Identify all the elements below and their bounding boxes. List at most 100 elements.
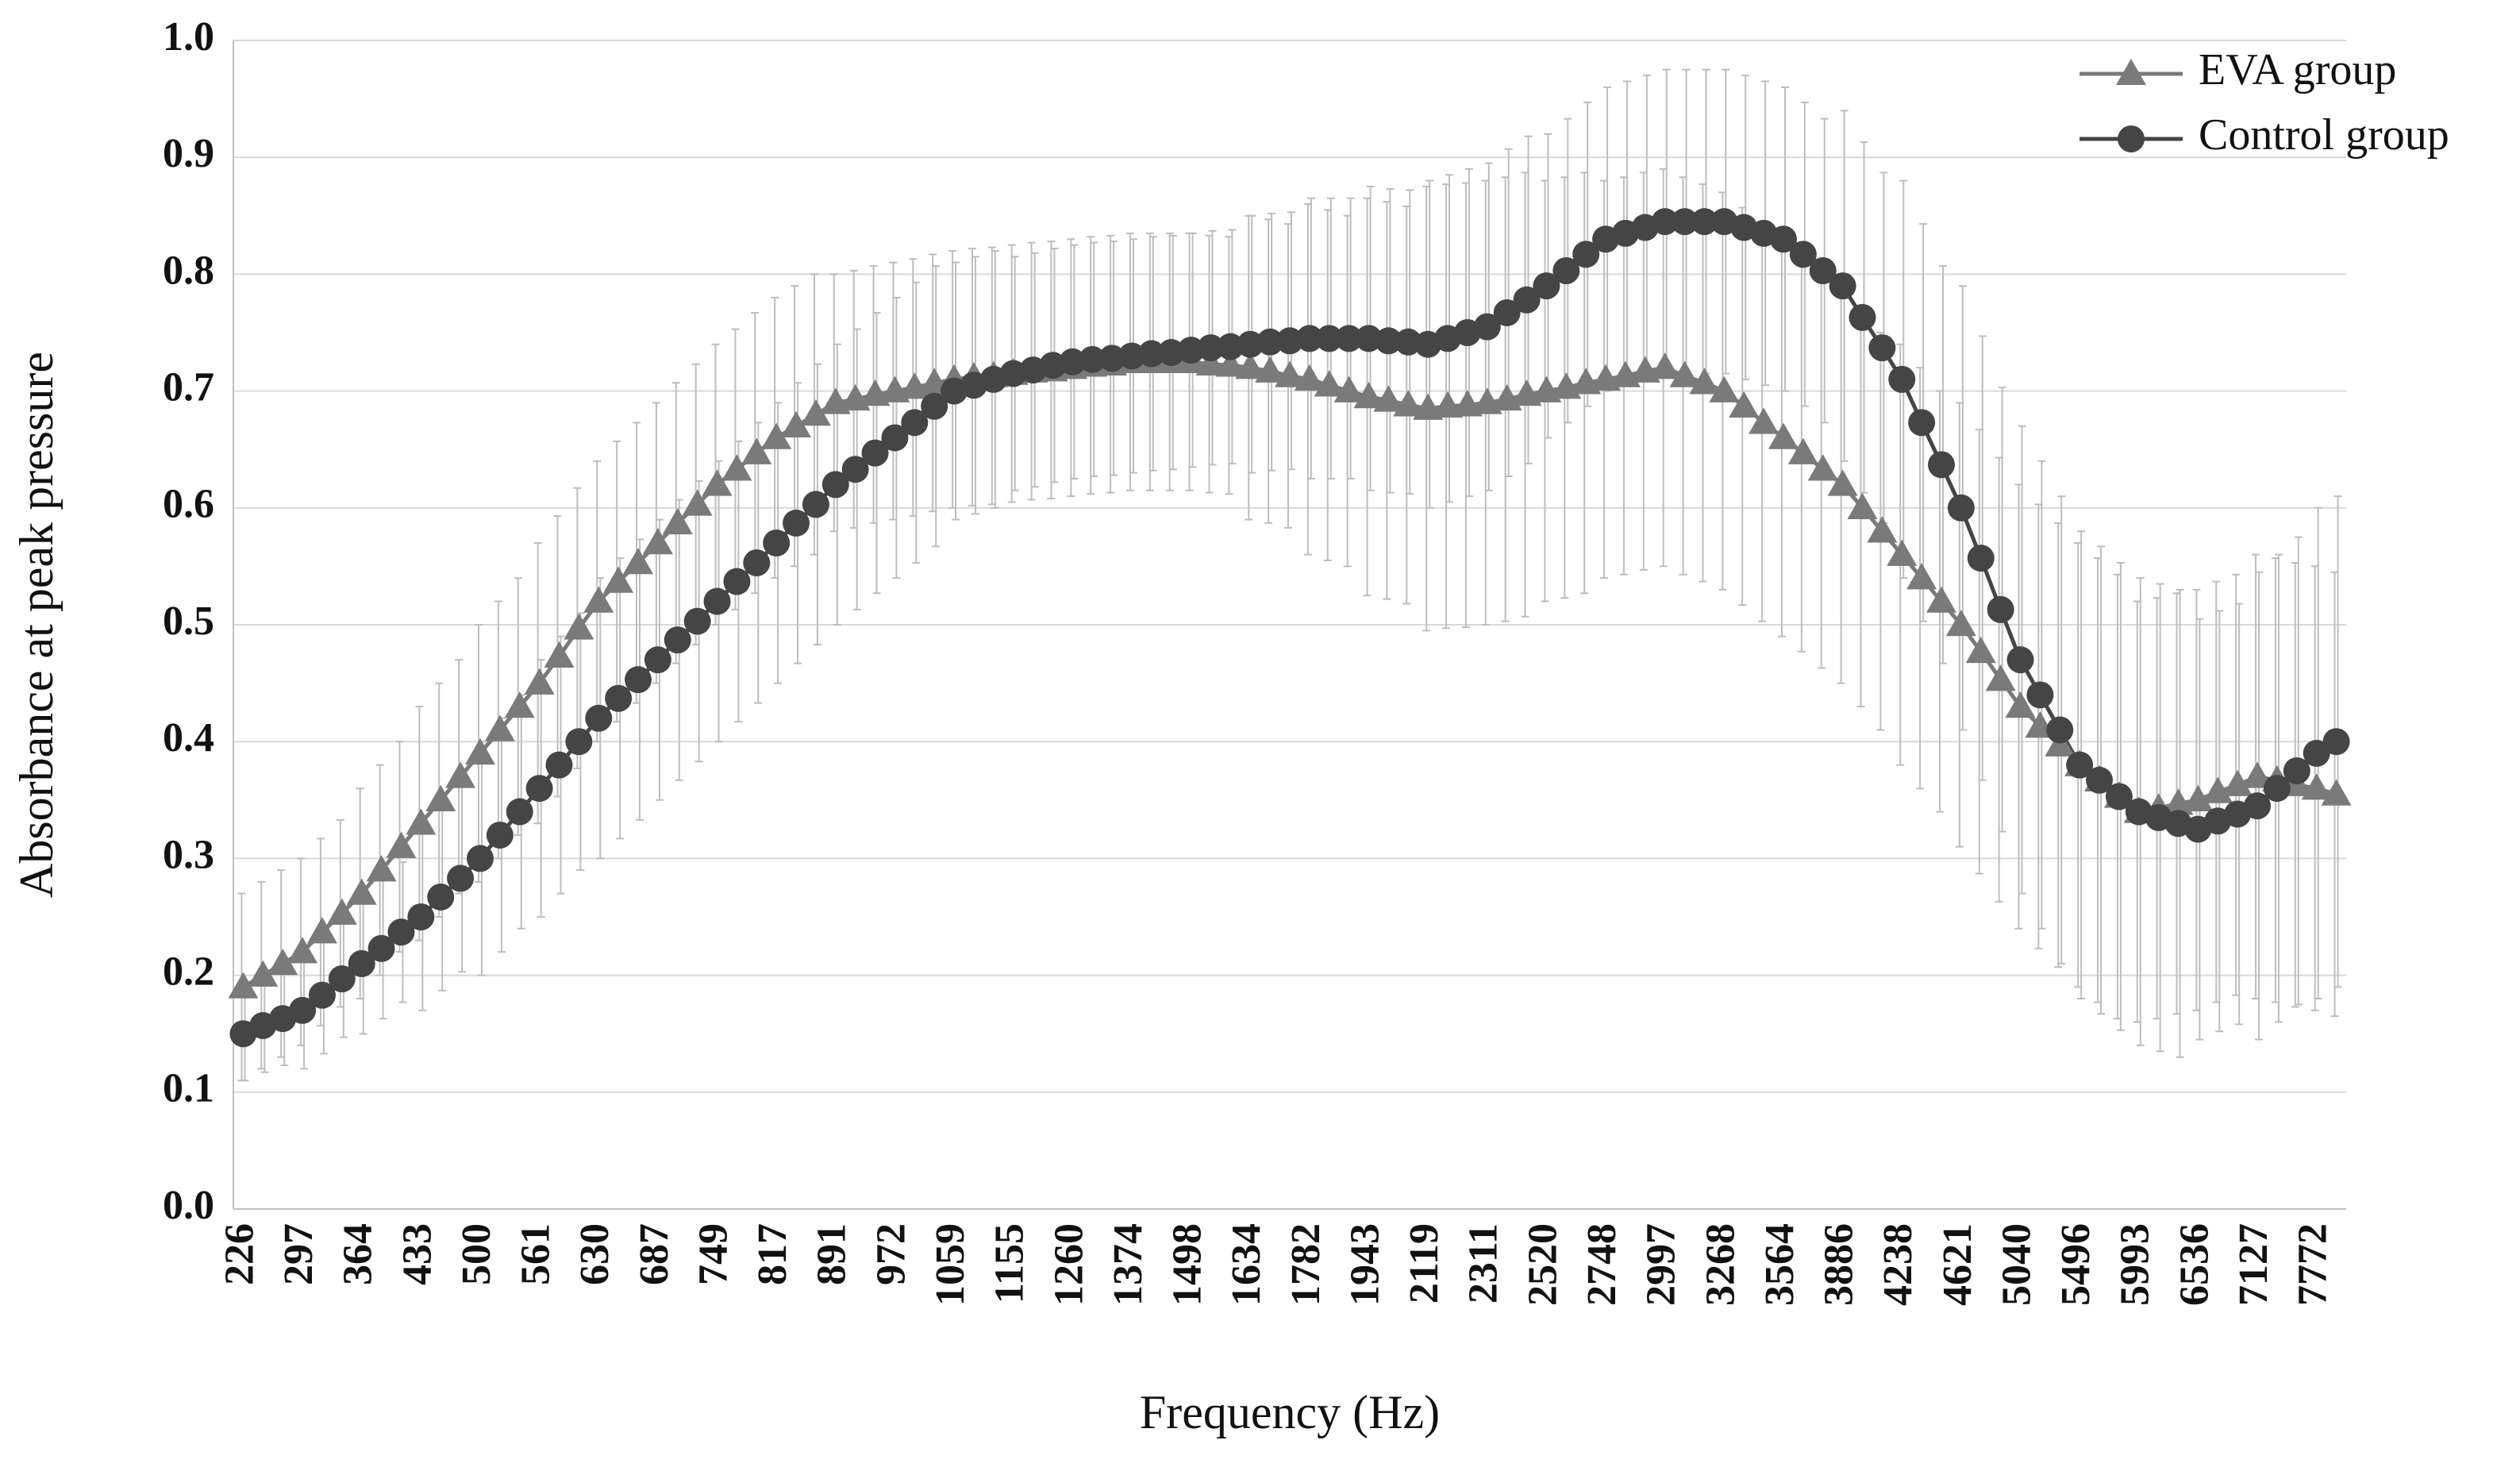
data-point <box>1709 375 1740 402</box>
data-point <box>1987 595 2014 623</box>
data-point <box>1649 352 1680 379</box>
data-point <box>1295 325 1323 352</box>
data-point <box>445 761 476 788</box>
data-point <box>741 437 772 464</box>
data-point <box>1217 333 1245 360</box>
data-point <box>642 527 673 555</box>
data-point <box>407 903 435 930</box>
data-point <box>605 684 633 712</box>
data-point <box>1373 385 1404 412</box>
y-tick-label: 0.2 <box>163 949 214 995</box>
data-point <box>721 454 752 481</box>
data-point <box>1967 545 1995 572</box>
data-point <box>1867 516 1898 543</box>
data-point <box>702 469 733 496</box>
legend-marker <box>2116 59 2146 85</box>
x-tick-label: 5993 <box>2113 1223 2158 1306</box>
y-tick-label: 0.9 <box>163 131 214 176</box>
data-point <box>1749 407 1779 434</box>
y-tick-label: 0.3 <box>163 832 214 877</box>
data-point <box>1533 272 1560 300</box>
x-tick-label: 226 <box>217 1223 262 1285</box>
x-tick-label: 1059 <box>928 1223 973 1306</box>
data-point <box>1393 390 1424 417</box>
data-point <box>1314 370 1345 397</box>
x-tick-label: 433 <box>394 1223 440 1285</box>
data-point <box>2005 691 2036 718</box>
data-point <box>2026 681 2054 709</box>
data-point <box>623 547 654 575</box>
data-point <box>1275 360 1305 387</box>
data-point <box>1375 327 1402 355</box>
data-point <box>346 878 377 905</box>
x-tick-label: 6536 <box>2172 1223 2217 1306</box>
data-point <box>2006 646 2034 674</box>
data-point <box>1353 381 1384 409</box>
data-point <box>2283 757 2310 784</box>
x-tick-label: 7127 <box>2231 1223 2276 1306</box>
data-point <box>2303 739 2330 767</box>
data-point <box>1235 352 1266 379</box>
y-tick-label: 0.7 <box>163 365 214 410</box>
legend-label: EVA group <box>2199 45 2396 94</box>
data-point <box>1276 327 1303 355</box>
x-tick-label: 1498 <box>1165 1223 1210 1306</box>
data-point <box>2046 716 2074 744</box>
x-tick-label: 2997 <box>1639 1223 1684 1306</box>
x-tick-label: 364 <box>336 1223 381 1285</box>
x-tick-label: 630 <box>572 1223 617 1285</box>
legend: EVA group Control group <box>2079 45 2449 160</box>
data-point <box>723 568 751 595</box>
x-tick-label: 2119 <box>1402 1223 1447 1303</box>
data-point <box>1215 350 1246 377</box>
data-point <box>328 965 356 993</box>
x-tick-label: 1634 <box>1224 1223 1269 1306</box>
x-tick-label: 5040 <box>1994 1223 2039 1306</box>
x-tick-label: 749 <box>691 1223 736 1285</box>
data-point <box>1829 272 1856 300</box>
data-point <box>1769 225 1797 253</box>
data-point <box>683 607 711 635</box>
data-point <box>603 566 634 593</box>
data-point <box>763 529 791 556</box>
x-tick-label: 2311 <box>1461 1223 1506 1303</box>
data-point <box>1195 348 1226 375</box>
data-point <box>1473 313 1501 341</box>
x-tick-label: 3886 <box>1817 1223 1862 1306</box>
data-point <box>524 668 555 695</box>
x-tick-label: 561 <box>514 1223 559 1285</box>
data-point <box>703 587 731 615</box>
x-tick-label: 1943 <box>1342 1223 1387 1306</box>
x-tick-label: 297 <box>276 1223 321 1285</box>
data-point <box>1079 345 1106 373</box>
x-tick-label: 1782 <box>1283 1223 1329 1306</box>
data-point <box>1197 334 1225 362</box>
x-tick-label: 2748 <box>1579 1223 1625 1306</box>
data-point <box>367 934 395 962</box>
data-point <box>447 865 475 892</box>
data-point <box>545 751 573 779</box>
data-point <box>1906 563 1937 590</box>
data-point <box>1768 422 1799 449</box>
data-point <box>841 456 869 483</box>
data-point <box>308 981 336 1009</box>
data-point <box>2242 761 2273 788</box>
data-point <box>585 704 613 732</box>
data-point <box>506 798 533 826</box>
data-point <box>1691 208 1718 236</box>
data-point <box>1395 328 1422 356</box>
data-point <box>1256 328 1284 356</box>
data-point <box>2222 769 2253 796</box>
data-point <box>664 626 691 654</box>
data-point <box>1671 208 1699 236</box>
data-point <box>366 855 397 882</box>
data-point <box>1926 586 1956 613</box>
x-tick-label: 4621 <box>1935 1223 1980 1306</box>
data-point <box>1868 334 1896 362</box>
data-point <box>486 821 514 849</box>
data-point <box>1809 256 1837 284</box>
x-tick-label: 891 <box>810 1223 855 1285</box>
x-tick-label: 7772 <box>2291 1223 2336 1306</box>
data-point <box>1513 286 1541 314</box>
